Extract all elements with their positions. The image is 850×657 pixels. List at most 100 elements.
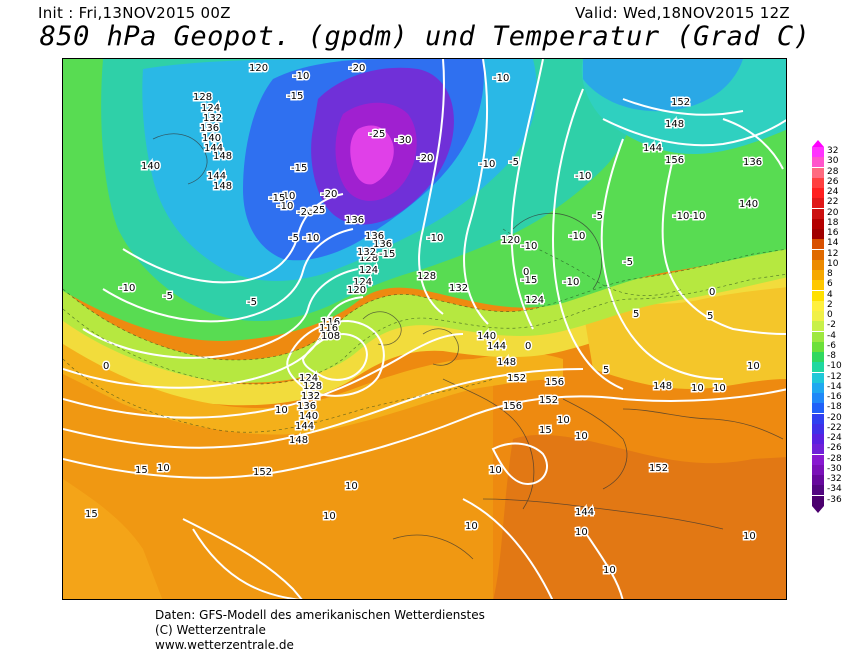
legend-label: 12 <box>827 248 839 259</box>
temperature-label: 10 <box>489 465 502 476</box>
legend-label: -24 <box>827 433 842 443</box>
legend-label: 22 <box>827 197 839 208</box>
legend-label: -30 <box>827 463 842 474</box>
temperature-label: -5 <box>593 211 603 222</box>
geopotential-label: 140 <box>299 411 318 422</box>
temperature-label: -20 <box>349 63 365 74</box>
temperature-label: -5 <box>509 157 519 168</box>
geopotential-label: 152 <box>253 467 272 478</box>
geopotential-label: 132 <box>357 247 376 258</box>
temperature-label: 10 <box>713 383 726 394</box>
temperature-label: -15 <box>521 275 537 286</box>
legend-label: 30 <box>827 156 839 167</box>
legend-swatch <box>812 372 824 383</box>
temperature-label: -15 <box>287 91 303 102</box>
legend-label: 20 <box>827 207 839 218</box>
valid-time: Valid: Wed,18NOV2015 12Z <box>574 4 790 22</box>
legend-label: -14 <box>827 381 842 392</box>
temperature-legend <box>812 140 824 513</box>
geopotential-label: 152 <box>539 395 558 406</box>
legend-label: 2 <box>827 299 833 310</box>
temperature-label: 15 <box>539 425 552 436</box>
legend-label: -34 <box>827 484 842 495</box>
temperature-label: 10 <box>743 531 756 542</box>
legend-label: -16 <box>827 392 842 402</box>
geopotential-label: 148 <box>653 381 672 392</box>
geopotential-label: 132 <box>203 113 222 124</box>
temperature-label: 0 <box>523 267 529 278</box>
legend-label: 28 <box>827 166 839 177</box>
geopotential-label: 136 <box>365 231 384 242</box>
temperature-label: -10 <box>279 191 295 202</box>
temperature-label: -5 <box>623 257 633 268</box>
temperature-label: -20 <box>297 207 313 218</box>
legend-label: 4 <box>827 289 833 300</box>
legend-swatch <box>812 444 824 455</box>
legend-swatch <box>812 352 824 362</box>
geopotential-label: 140 <box>477 331 496 342</box>
temperature-field: 1201281241321361401441481401441481361521… <box>63 59 786 599</box>
temperature-label: 0 <box>103 361 109 372</box>
legend-swatch <box>812 311 824 321</box>
temperature-label: -5 <box>247 297 257 308</box>
legend-label: 10 <box>827 258 839 269</box>
geopotential-label: 156 <box>545 377 564 388</box>
geopotential-label: 148 <box>497 357 516 368</box>
legend-swatch <box>812 423 824 434</box>
temperature-label: -10 <box>493 73 509 84</box>
legend-label: 32 <box>827 146 839 156</box>
legend-swatch <box>812 239 824 250</box>
geopotential-label: 140 <box>202 133 221 144</box>
geopotential-label: 136 <box>743 157 762 168</box>
legend-cap-top <box>812 140 824 147</box>
geopotential-label: 120 <box>249 63 268 74</box>
temperature-label: 10 <box>345 481 358 492</box>
geopotential-contours <box>63 59 786 599</box>
geopotential-label: 136 <box>373 239 392 250</box>
geopotential-label: 124 <box>201 103 220 114</box>
geopotential-label: 148 <box>289 435 308 446</box>
legend-swatch <box>812 167 824 178</box>
geopotential-label: 148 <box>213 181 232 192</box>
legend-swatch <box>812 218 824 229</box>
geopotential-label: 140 <box>141 161 160 172</box>
geopotential-label: 108 <box>321 331 340 342</box>
legend-cap-bottom <box>812 506 824 513</box>
geopotential-label: 136 <box>345 215 364 226</box>
geopotential-label: 128 <box>417 271 436 282</box>
legend-swatch <box>812 434 824 444</box>
temperature-label: -15 <box>291 163 307 174</box>
temperature-label: -30 <box>395 135 411 146</box>
legend-swatch <box>812 475 824 485</box>
geopotential-label: 152 <box>507 373 526 384</box>
legend-label: 0 <box>827 310 833 320</box>
legend-swatch <box>812 147 824 157</box>
legend-label: -12 <box>827 371 842 382</box>
legend-swatch <box>812 290 824 301</box>
temperature-label: 10 <box>691 383 704 394</box>
temperature-label: -10 <box>119 283 135 294</box>
legend-label: -32 <box>827 474 842 484</box>
legend-swatch <box>812 229 824 239</box>
legend-label: -10 <box>827 361 842 372</box>
legend-swatch <box>812 393 824 403</box>
temperature-label: -10 <box>277 201 293 212</box>
geopotential-label: 148 <box>213 151 232 162</box>
geopotential-label: 124 <box>353 277 372 288</box>
geopotential-label: 116 <box>321 317 340 328</box>
legend-swatch <box>812 177 824 188</box>
legend-swatch <box>812 300 824 311</box>
temperature-label: -5 <box>289 233 299 244</box>
temperature-label: 5 <box>707 311 713 322</box>
legend-label: 18 <box>827 217 839 228</box>
temperature-label: 10 <box>465 521 478 532</box>
chart-title: 850 hPa Geopot. (gpdm) und Temperatur (G… <box>39 21 811 52</box>
legend-label: -36 <box>827 494 842 505</box>
temperature-label: -15 <box>379 249 395 260</box>
temperature-label: 0 <box>709 287 715 298</box>
legend-swatch <box>812 208 824 219</box>
temperature-label: 10 <box>747 361 760 372</box>
geopotential-label: 144 <box>643 143 662 154</box>
legend-swatch <box>812 280 824 291</box>
legend-swatch <box>812 495 824 506</box>
